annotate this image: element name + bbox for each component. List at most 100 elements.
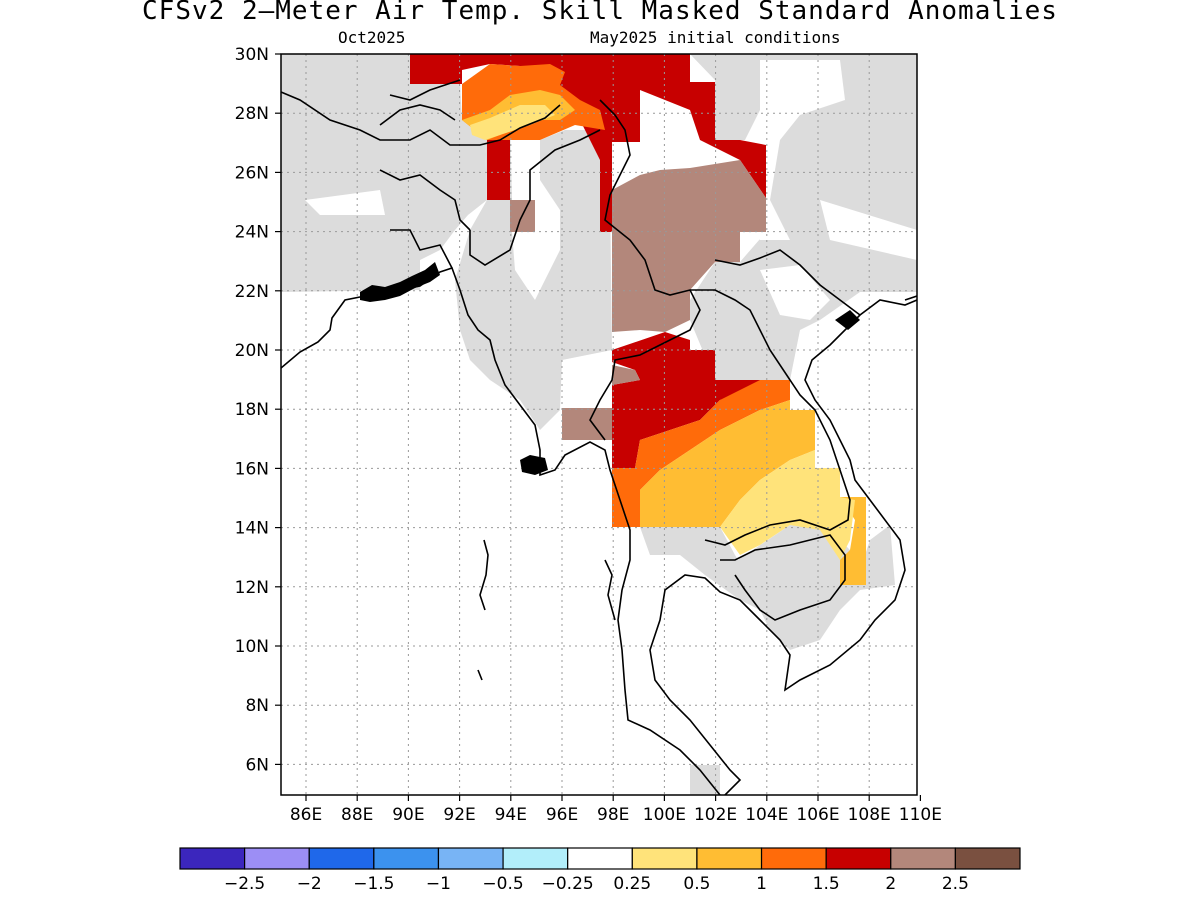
longitude-axis: 86E 88E 90E 92E 94E 96E 98E 100E 102E 104E 106E 108…	[290, 795, 942, 825]
lat-tick-label: 14N	[235, 519, 269, 539]
delta-markers	[360, 262, 860, 475]
colorbar-label: 2	[885, 874, 896, 894]
colorbar-swatch	[954, 847, 1021, 870]
lat-tick-label: 30N	[235, 45, 269, 65]
orange-region-thailand	[612, 380, 790, 527]
colorbar-label: 0.5	[683, 874, 710, 894]
lat-tick-label: 12N	[235, 578, 269, 598]
colorbar-label: 1	[756, 874, 767, 894]
light-orange-region-thailand	[640, 400, 815, 527]
colorbar-swatch	[244, 847, 310, 870]
colorbar-swatch	[567, 847, 633, 870]
lat-tick-label: 10N	[235, 637, 269, 657]
border-nepal-north	[389, 79, 461, 101]
brown-region-yunnan	[612, 160, 766, 332]
dark-red-region-assam	[487, 140, 510, 200]
colorbar-swatch	[308, 847, 375, 870]
colorbar-label: 1.5	[813, 874, 840, 894]
border-india-myanmar-west	[379, 169, 471, 231]
masked-region-northwest	[281, 54, 487, 292]
border-myanmar-china	[589, 99, 701, 441]
masked-region-south	[690, 765, 720, 795]
latitude-axis: 30N 28N 26N 24N 22N 20N 18N 16N 14N 12N 10N 8N 6N	[235, 45, 281, 775]
masked-region-cambodia	[640, 525, 895, 650]
gridlines	[281, 54, 917, 795]
yellow-region-thailand	[720, 450, 855, 560]
gap-west	[305, 190, 385, 215]
initial-conditions: May2025 initial conditions	[590, 28, 841, 47]
brown-region-west	[562, 408, 612, 440]
island-andaman-north	[479, 539, 489, 611]
coastline-gulf-of-thailand	[649, 299, 917, 795]
lat-tick-label: 8N	[245, 696, 269, 716]
colorbar-swatch	[179, 847, 246, 870]
map-frame	[280, 53, 918, 796]
border-bangladesh	[390, 229, 453, 269]
border-bhutan	[379, 104, 456, 126]
coastlines-and-borders	[281, 79, 917, 795]
colorbar-label: 0.25	[613, 874, 651, 894]
lat-tick-label: 20N	[235, 341, 269, 361]
irrawaddy-delta	[520, 455, 548, 475]
border-tibet	[281, 91, 561, 146]
lat-tick-label: 18N	[235, 400, 269, 420]
lon-tick-label: 94E	[495, 805, 527, 825]
lat-tick-label: 28N	[235, 104, 269, 124]
lat-tick-label: 6N	[245, 755, 269, 775]
lon-tick-label: 108E	[848, 805, 891, 825]
border-cambodia	[720, 534, 846, 621]
colorbar-label: 2.5	[942, 874, 969, 894]
lat-tick-label: 16N	[235, 459, 269, 479]
lon-tick-label: 110E	[899, 805, 942, 825]
dark-red-region-north	[410, 54, 766, 232]
border-laos-vietnam	[714, 249, 861, 316]
colorbar-legend: −2.5 −2 −1.5 −1 −0.5 −0.25 0.25 0.5 1 1.5 2 2.5	[179, 847, 1021, 894]
gap-northeast	[820, 200, 917, 260]
lon-tick-label: 102E	[694, 805, 737, 825]
lon-tick-label: 104E	[745, 805, 788, 825]
gap-laos	[760, 265, 830, 320]
colorbar-label: −0.5	[482, 874, 523, 894]
lon-tick-label: 100E	[643, 805, 686, 825]
lat-tick-label: 26N	[235, 163, 269, 183]
colorbar-swatch	[631, 847, 698, 870]
map-title: CFSv2 2—Meter Air Temp. Skill Masked Sta…	[142, 0, 1058, 26]
dark-red-region-central	[562, 332, 780, 468]
border-thailand-laos	[690, 289, 851, 546]
forecast-month: Oct2025	[338, 28, 406, 47]
border-myanmar-india	[469, 129, 601, 266]
colorbar-swatch	[373, 847, 440, 870]
light-orange-region-vietnam	[840, 497, 866, 585]
gap-north	[740, 60, 845, 240]
lon-tick-label: 106E	[796, 805, 839, 825]
brown-region-mid	[612, 365, 640, 385]
lat-tick-label: 22N	[235, 282, 269, 302]
lat-tick-label: 24N	[235, 223, 269, 243]
colorbar-label: −1.5	[353, 874, 394, 894]
lon-tick-label: 98E	[597, 805, 629, 825]
island-andaman-south	[477, 669, 483, 681]
colorbar-swatch	[502, 847, 569, 870]
lon-tick-label: 88E	[341, 805, 373, 825]
yellow-region-tibet	[470, 105, 555, 140]
colorbar-label: −2.5	[224, 874, 265, 894]
colorbar-swatch	[696, 847, 763, 870]
colorbar-label: −0.25	[542, 874, 594, 894]
red-river-delta	[835, 310, 860, 330]
colorbar-swatch	[437, 847, 504, 870]
anomaly-fields	[281, 54, 917, 795]
hainan-hint	[904, 295, 917, 301]
lon-tick-label: 86E	[290, 805, 322, 825]
lon-tick-label: 90E	[392, 805, 424, 825]
colorbar-label: −1	[426, 874, 451, 894]
masked-region-northeast	[690, 54, 917, 380]
colorbar-label: −2	[297, 874, 322, 894]
lon-tick-label: 96E	[546, 805, 578, 825]
ganges-delta	[360, 262, 440, 302]
lon-tick-label: 92E	[443, 805, 475, 825]
island-mergui	[604, 559, 616, 621]
colorbar-swatch	[825, 847, 892, 870]
colorbar-swatch	[890, 847, 956, 870]
colorbar-swatch	[760, 847, 827, 870]
